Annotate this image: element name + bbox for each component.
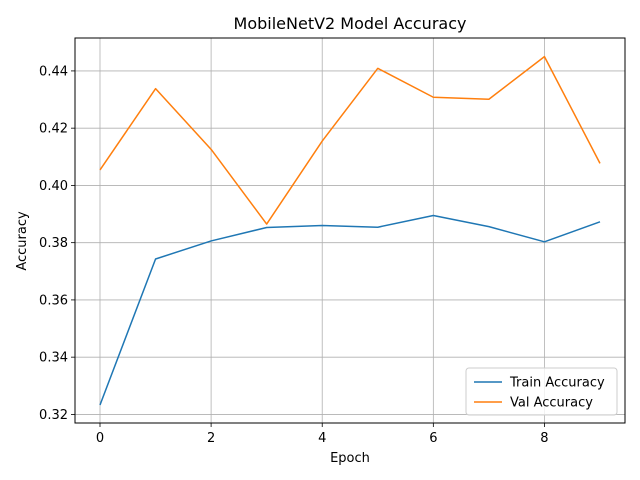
y-tick-label: 0.32 (39, 408, 68, 423)
grid (75, 38, 625, 423)
x-axis-label: Epoch (330, 451, 370, 466)
y-tick-label: 0.42 (39, 122, 68, 137)
series-line-train-accuracy (99, 214, 601, 406)
x-tick-label: 6 (429, 431, 437, 446)
series-lines (99, 55, 601, 406)
y-axis-label: Accuracy (15, 211, 30, 271)
legend-label-val-accuracy: Val Accuracy (510, 396, 593, 411)
chart-title: MobileNetV2 Model Accuracy (234, 14, 467, 33)
y-tick-label: 0.34 (39, 351, 68, 366)
axis-ticks: 0 2 4 6 8 0.32 0.34 0.36 0.38 0.40 0.42 0.44 (39, 64, 549, 446)
legend-label-train-accuracy: Train Accuracy (509, 376, 605, 391)
x-tick-label: 8 (540, 431, 548, 446)
legend-box (465, 367, 618, 416)
series-line-val-accuracy (99, 55, 601, 225)
x-tick-label: 4 (318, 431, 326, 446)
y-tick-label: 0.36 (39, 293, 68, 308)
legend: Train Accuracy Val Accuracy (465, 367, 618, 416)
y-tick-label: 0.38 (39, 236, 68, 251)
plot-frame (74, 37, 626, 424)
x-tick-label: 2 (207, 431, 215, 446)
y-tick-label: 0.40 (39, 179, 68, 194)
x-tick-label: 0 (96, 431, 104, 446)
y-tick-label: 0.44 (39, 64, 68, 79)
